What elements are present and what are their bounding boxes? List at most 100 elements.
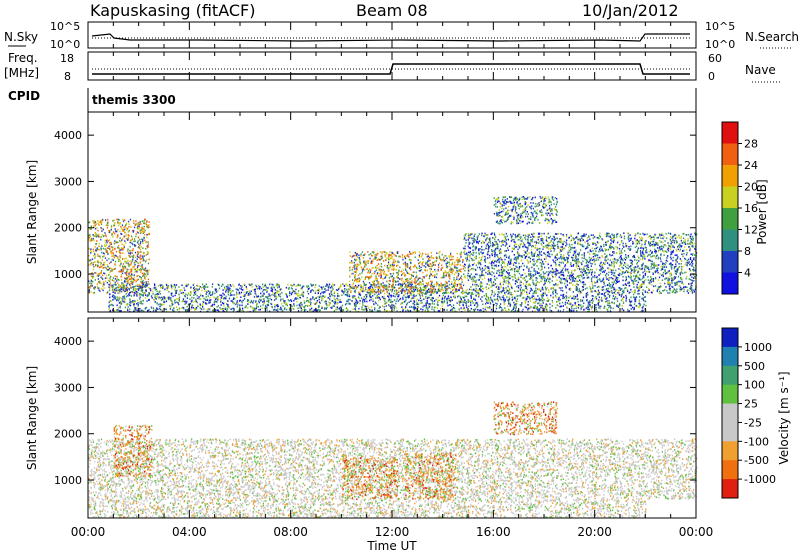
data-cell (465, 302, 467, 304)
data-cell (603, 307, 605, 309)
data-cell (326, 284, 329, 286)
data-cell (503, 297, 505, 299)
data-cell (114, 232, 116, 235)
data-cell (488, 307, 490, 309)
data-cell (427, 296, 429, 299)
data-cell (144, 273, 146, 276)
data-cell (487, 302, 489, 304)
data-cell (185, 285, 187, 287)
data-cell (445, 274, 447, 277)
data-cell (312, 284, 314, 286)
data-cell (394, 280, 396, 282)
data-cell (455, 259, 457, 262)
data-cell (540, 290, 542, 292)
data-cell (485, 310, 487, 312)
data-cell (379, 290, 381, 293)
data-cell (120, 261, 122, 264)
data-cell (114, 290, 116, 292)
data-cell (96, 233, 98, 236)
data-cell (605, 301, 607, 303)
data-cell (190, 291, 192, 293)
data-cell (387, 270, 389, 272)
data-cell (473, 308, 476, 311)
data-cell (457, 272, 460, 275)
data-cell (379, 285, 381, 288)
data-cell (405, 310, 407, 312)
data-cell (109, 278, 111, 281)
data-cell (195, 307, 198, 309)
data-cell (591, 305, 593, 308)
data-cell (279, 308, 281, 310)
data-cell (126, 227, 129, 230)
data-cell (120, 227, 123, 230)
data-cell (507, 308, 510, 311)
data-cell (184, 295, 186, 297)
data-cell (290, 287, 293, 289)
data-cell (379, 306, 381, 308)
data-cell (403, 274, 406, 276)
data-cell (117, 235, 119, 237)
data-cell (148, 269, 150, 272)
data-cell (531, 295, 533, 297)
data-cell (616, 297, 618, 300)
data-cell (379, 298, 381, 301)
data-cell (104, 257, 107, 259)
data-cell (320, 292, 322, 295)
data-cell (485, 301, 488, 303)
data-cell (322, 295, 324, 297)
data-cell (122, 220, 125, 223)
data-cell (440, 269, 442, 271)
data-cell (104, 232, 106, 234)
data-cell (630, 308, 632, 310)
data-cell (438, 299, 441, 302)
data-cell (225, 297, 227, 300)
data-cell (88, 221, 91, 224)
data-cell (207, 295, 209, 297)
data-cell (175, 292, 177, 294)
data-cell (244, 306, 246, 309)
data-cell (401, 285, 403, 287)
data-cell (145, 247, 147, 250)
data-cell (499, 298, 501, 300)
data-cell (324, 295, 326, 298)
data-cell (145, 222, 147, 225)
data-cell (90, 239, 92, 241)
data-cell (413, 286, 415, 289)
data-cell (183, 308, 185, 310)
data-cell (576, 305, 578, 308)
data-cell (458, 308, 460, 311)
data-cell (116, 280, 118, 282)
data-cell (458, 269, 460, 271)
data-cell (462, 259, 464, 261)
data-cell (114, 281, 116, 284)
data-cell (120, 240, 122, 243)
data-cell (181, 307, 183, 309)
data-cell (401, 290, 403, 292)
data-cell (128, 265, 130, 267)
data-cell (145, 273, 147, 275)
data-cell (419, 286, 421, 289)
freq-label: Freq. (8, 51, 38, 65)
data-cell (287, 283, 289, 286)
data-cell (496, 299, 499, 302)
data-cell (136, 293, 138, 296)
data-cell (457, 279, 460, 282)
data-cell (333, 291, 336, 293)
data-cell (364, 278, 366, 281)
data-cell (475, 287, 477, 290)
data-cell (640, 283, 642, 286)
data-cell (542, 301, 544, 304)
data-cell (333, 284, 336, 286)
data-cell (122, 229, 125, 231)
data-cell (418, 265, 420, 267)
data-cell (525, 298, 527, 301)
data-cell (311, 310, 313, 312)
data-cell (274, 306, 276, 308)
data-cell (122, 289, 124, 291)
data-cell (131, 291, 133, 293)
data-cell (190, 308, 192, 311)
data-cell (468, 259, 470, 262)
data-cell (404, 261, 406, 264)
data-cell (374, 301, 376, 303)
data-cell (582, 296, 585, 299)
